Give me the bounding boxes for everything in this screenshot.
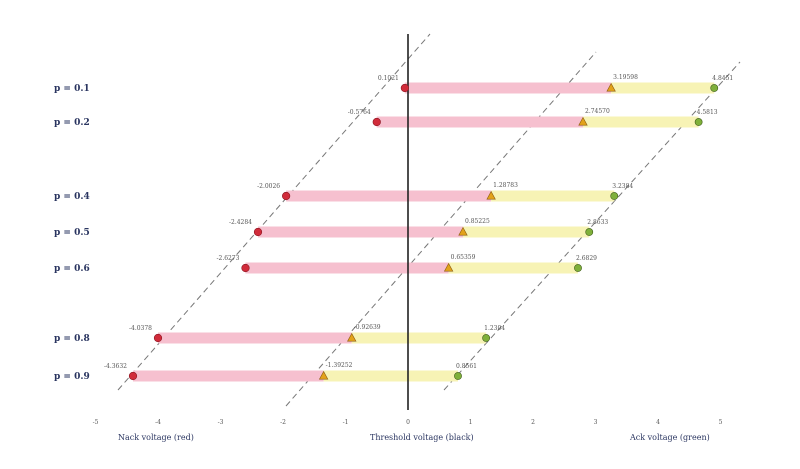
nack-bar	[133, 370, 324, 382]
threshold-value-label: 1.28783	[493, 182, 518, 189]
nack-point	[253, 227, 263, 237]
nack-value-label: -2.0026	[257, 183, 280, 190]
threshold-point	[606, 82, 616, 92]
row-label: p = 0.4	[54, 192, 90, 202]
ack-bar	[611, 82, 715, 94]
ack-point	[454, 372, 462, 380]
threshold-point	[443, 262, 454, 272]
row-label: p = 0.5	[54, 228, 90, 238]
row-label: p = 0.1	[54, 84, 90, 94]
x-tick-label: -4	[155, 419, 161, 426]
points	[128, 82, 719, 381]
nack-bar	[286, 190, 492, 202]
ack-point	[610, 192, 619, 200]
ack-bar	[351, 332, 487, 344]
nack-point	[241, 263, 250, 273]
x-tick-label: -3	[218, 419, 224, 426]
ack-bar	[448, 262, 578, 274]
ack-value-label: 0.8561	[456, 363, 477, 370]
threshold-value-label: 2.74570	[585, 108, 610, 115]
nack-point	[153, 333, 163, 343]
ack-bar	[491, 190, 615, 202]
x-axis: -5 -4 -3 -2 -1 0 1 2 3 4 5	[93, 419, 723, 426]
threshold-point	[486, 190, 496, 200]
row-label: p = 0.8	[54, 334, 90, 344]
nack-bar	[258, 226, 463, 238]
dashed-guide-line-1	[117, 33, 431, 391]
nack-bar	[404, 82, 612, 94]
threshold-point	[458, 226, 468, 236]
ack-value-label: 2.6829	[576, 255, 597, 262]
nack-value-label: -4.0378	[129, 325, 152, 332]
nack-point	[372, 117, 381, 127]
bars	[133, 82, 715, 382]
row-label: p = 0.9	[54, 372, 90, 382]
threshold-value-label: 0.85225	[465, 218, 490, 225]
x-tick-label: -5	[93, 419, 99, 426]
threshold-point	[318, 370, 329, 380]
row-label: p = 0.2	[54, 118, 90, 128]
x-tick-label: 0	[406, 419, 410, 426]
ack-point	[694, 118, 703, 126]
ack-value-label: 2.8633	[587, 219, 608, 226]
row-labels: p = 0.1 p = 0.2 p = 0.4 p = 0.5 p = 0.6 p = 0…	[54, 84, 90, 382]
nack-point	[282, 191, 291, 201]
ack-value-label: 4.8451	[712, 75, 733, 82]
nack-point	[400, 83, 409, 93]
ack-bar	[463, 226, 590, 238]
ack-point	[585, 228, 594, 236]
row-label: p = 0.6	[54, 264, 90, 274]
x-tick-label: -2	[280, 419, 286, 426]
threshold-point	[578, 116, 588, 126]
ack-point	[574, 264, 582, 272]
value-labels: 0.1021 3.19598 4.8451 -0.5764 2.74570 4.5813 -…	[104, 74, 733, 370]
nack-value-label: -2.4284	[229, 219, 252, 226]
nack-point	[128, 371, 138, 381]
ack-value-label: 3.2384	[612, 183, 633, 190]
x-tick-label: 3	[594, 419, 598, 426]
ack-value-label: 4.5813	[697, 109, 718, 116]
threshold-point	[347, 332, 357, 342]
nack-bar	[376, 116, 583, 128]
x-tick-label: -1	[343, 419, 349, 426]
ack-axis-title: Ack voltage (green)	[629, 433, 710, 442]
nack-value-label: -4.3632	[104, 363, 127, 370]
threshold-value-label: -1.39252	[326, 362, 353, 369]
x-tick-label: 4	[656, 419, 660, 426]
nack-value-label: -2.6273	[216, 255, 239, 262]
threshold-value-label: 0.65359	[451, 254, 476, 261]
ack-value-label: 1.2304	[484, 325, 505, 332]
nack-axis-title: Nack voltage (red)	[118, 433, 194, 442]
x-tick-label: 1	[469, 419, 473, 426]
x-tick-label: 5	[719, 419, 723, 426]
threshold-value-label: -0.92639	[354, 324, 381, 331]
nack-bar	[245, 262, 449, 274]
threshold-value-label: 3.19598	[613, 74, 638, 81]
ack-point	[482, 334, 491, 342]
nack-value-label: -0.5764	[348, 109, 371, 116]
ack-bar	[583, 116, 699, 128]
ack-bar	[323, 370, 458, 382]
nack-bar	[158, 332, 352, 344]
dashed-guide-line-3	[443, 61, 741, 391]
nack-value-label: 0.1021	[378, 75, 399, 82]
ack-point	[710, 84, 719, 92]
threshold-axis-title: Threshold voltage (black)	[370, 433, 474, 442]
x-tick-label: 2	[531, 419, 535, 426]
